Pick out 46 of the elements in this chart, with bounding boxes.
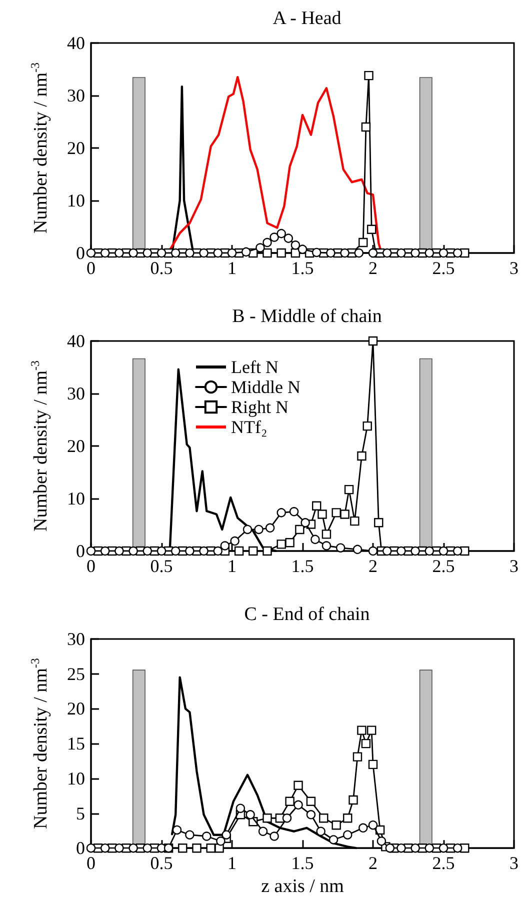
- x-tick-label: 0.5: [150, 258, 173, 278]
- x-tick-label: 1.5: [291, 853, 314, 874]
- y-tick-label: 0: [76, 838, 85, 858]
- y-tick-label: 30: [67, 629, 85, 649]
- y-tick-label: 0: [76, 541, 85, 561]
- y-tick-label: 15: [67, 734, 85, 754]
- y-tick-label: 30: [67, 384, 85, 404]
- y-tick-label: 0: [76, 243, 85, 263]
- y-tick-label: 20: [67, 698, 85, 719]
- x-tick-label: 0.5: [150, 556, 173, 576]
- x-tick-label: 2: [368, 853, 378, 874]
- y-tick-label: 20: [67, 436, 85, 456]
- chart-title: B - Middle of chain: [232, 306, 382, 327]
- x-tick-label: 2.5: [432, 853, 455, 874]
- x-tick-label: 3: [510, 853, 518, 874]
- y-tick-label: 25: [67, 664, 85, 684]
- y-tick-label: 30: [67, 86, 85, 106]
- y-tick-label: 40: [67, 331, 85, 351]
- chart-title: C - End of chain: [244, 604, 370, 625]
- x-tick-label: 3: [510, 258, 518, 278]
- x-tick-label: 1: [228, 853, 236, 874]
- y-tick-label: 20: [67, 138, 85, 158]
- legend-label: Right N: [231, 397, 289, 417]
- x-tick-label: 2: [368, 258, 378, 278]
- x-tick-label: 1: [228, 556, 236, 576]
- x-tick-label: 2: [368, 556, 378, 576]
- x-tick-label: 3: [510, 556, 518, 576]
- y-tick-label: 10: [67, 488, 85, 508]
- x-tick-label: 0.5: [150, 853, 173, 874]
- x-tick-label: 1: [228, 258, 236, 278]
- y-tick-label: 10: [67, 190, 85, 210]
- y-tick-label: 10: [67, 768, 85, 788]
- legend-label: NTf₂: [231, 417, 268, 437]
- y-tick-label: 40: [67, 33, 85, 53]
- y-axis-title: Number density / nm-3: [28, 360, 52, 532]
- y-tick-label: 5: [76, 803, 85, 824]
- x-tick-label: 1.5: [291, 556, 314, 576]
- x-axis-title: z axis / nm: [261, 876, 344, 897]
- chart-title: A - Head: [272, 8, 342, 29]
- legend-label: Left N: [231, 357, 278, 377]
- x-tick-label: 2.5: [432, 258, 455, 278]
- x-tick-label: 1.5: [291, 258, 314, 278]
- x-tick-label: 2.5: [432, 556, 455, 576]
- legend-label: Middle N: [231, 377, 300, 397]
- y-axis-title: Number density / nm-3: [28, 62, 52, 234]
- y-axis-title: Number density / nm-3: [28, 658, 52, 830]
